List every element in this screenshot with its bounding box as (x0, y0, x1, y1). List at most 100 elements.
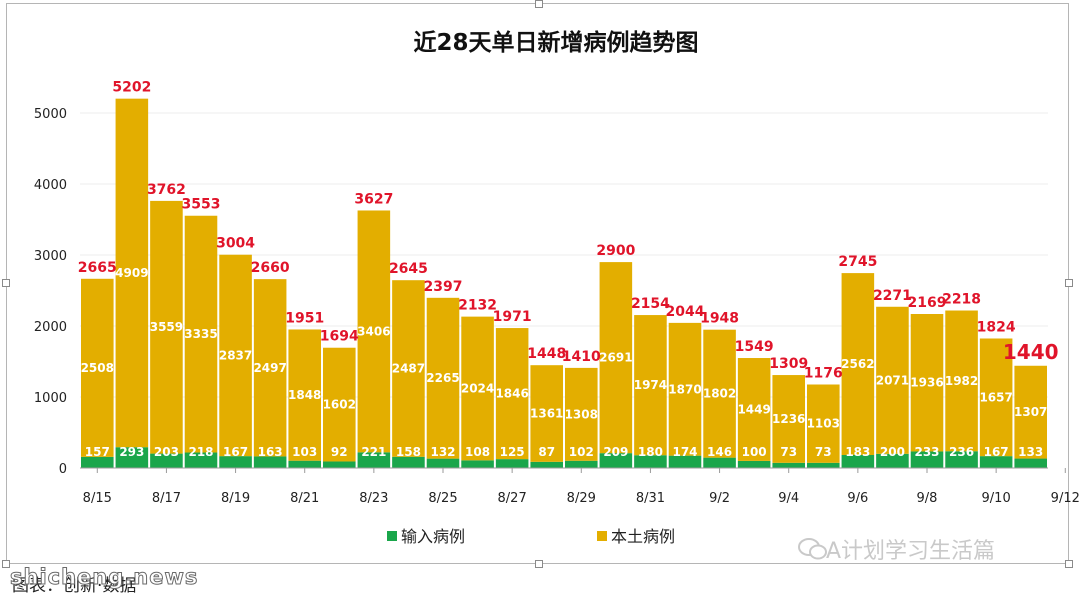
bar-local (807, 384, 840, 463)
bar-imported (323, 461, 356, 468)
y-tick-label: 0 (59, 462, 67, 477)
bar-local (737, 358, 771, 461)
y-tick-label: 5000 (34, 107, 67, 122)
data-label-imported: 73 (815, 445, 832, 459)
site-watermark: shicheng.news (9, 565, 199, 590)
data-label-imported: 103 (292, 445, 317, 459)
x-tick-label: 8/23 (359, 491, 388, 506)
data-label-local: 2487 (392, 361, 425, 375)
data-label-total: 1440 (1003, 340, 1059, 364)
data-label-total: 1309 (769, 356, 808, 372)
bar-local (530, 365, 563, 462)
x-tick-label: 8/31 (636, 491, 665, 506)
bar-imported (841, 455, 875, 468)
data-label-total: 2660 (251, 260, 290, 276)
bar-imported (530, 461, 563, 468)
data-labels: 157 2508 2665 293 4909 5202 203 3559 3762 218 3335… (78, 80, 1059, 459)
bar-imported (737, 460, 771, 468)
data-label-imported: 163 (258, 445, 283, 459)
bar-imported (184, 452, 218, 468)
data-label-imported: 125 (500, 445, 525, 459)
bar-imported (807, 462, 840, 468)
x-axis-ticks: 8/15 8/17 8/19 8/21 8/23 8/25 8/27 8/29 8/31 9/2 9… (83, 468, 1080, 506)
data-label-imported: 180 (638, 445, 663, 459)
data-label-imported: 146 (707, 445, 732, 459)
data-label-imported: 221 (361, 445, 386, 459)
resize-handle-bottom-right[interactable] (1065, 560, 1073, 568)
resize-handle-bottom-left[interactable] (2, 560, 10, 568)
data-label-imported: 132 (430, 445, 455, 459)
x-tick-label: 8/29 (567, 491, 596, 506)
x-tick-label: 8/27 (498, 491, 527, 506)
bar-imported (599, 453, 633, 468)
resize-handle-left[interactable] (2, 279, 10, 287)
bar-imported (1014, 458, 1047, 468)
data-label-local: 1103 (807, 417, 840, 431)
x-tick-label: 8/15 (83, 491, 112, 506)
data-label-local: 1802 (703, 387, 736, 401)
data-label-total: 1410 (562, 349, 601, 365)
bar-local (219, 254, 252, 457)
data-label-local: 2497 (253, 361, 286, 375)
data-label-total: 1448 (527, 346, 566, 362)
data-label-total: 2745 (838, 254, 877, 270)
bar-imported (357, 452, 391, 468)
x-tick-label: 9/12 (1051, 491, 1080, 506)
data-label-imported: 183 (845, 445, 870, 459)
data-label-local: 1307 (1014, 405, 1047, 419)
bar-local (910, 314, 944, 452)
bar-local (357, 210, 391, 453)
legend: 输入病例 本土病例 (387, 527, 675, 546)
bar-imported (150, 453, 183, 468)
resize-handle-bottom[interactable] (535, 560, 543, 568)
bar-imported (115, 447, 149, 468)
bar-local (841, 273, 875, 456)
data-label-imported: 73 (780, 445, 797, 459)
bar-imported (876, 453, 909, 468)
bar-local (945, 310, 978, 452)
bar-local (979, 338, 1013, 457)
data-label-imported: 157 (85, 445, 110, 459)
data-label-local: 1236 (772, 412, 805, 426)
watermark: A计划学习生活篇 (826, 539, 996, 564)
bar-imported (945, 451, 978, 468)
data-label-local: 1974 (634, 378, 667, 392)
data-label-local: 2837 (219, 348, 252, 362)
data-label-imported: 174 (672, 445, 697, 459)
data-label-total: 2645 (389, 261, 428, 277)
data-label-local: 2691 (599, 351, 632, 365)
resize-handle-right[interactable] (1065, 279, 1073, 287)
bar-local (772, 375, 805, 463)
data-label-local: 3335 (184, 327, 217, 341)
bar-local (253, 279, 287, 457)
data-label-imported: 293 (119, 445, 144, 459)
data-label-local: 1308 (565, 407, 598, 421)
data-label-total: 2271 (873, 288, 912, 304)
data-label-local: 2071 (876, 373, 909, 387)
data-label-total: 3627 (354, 191, 393, 207)
bar-local (703, 329, 736, 458)
bar-local (184, 215, 218, 453)
x-tick-label: 8/21 (290, 491, 319, 506)
data-label-total: 2900 (596, 243, 635, 259)
bar-local (115, 98, 149, 448)
data-label-imported: 236 (949, 445, 974, 459)
resize-handle-top[interactable] (535, 0, 543, 8)
data-label-local: 3406 (357, 324, 390, 338)
data-label-total: 1694 (320, 329, 359, 345)
y-tick-label: 4000 (34, 178, 67, 193)
legend-label: 本土病例 (611, 527, 675, 546)
data-label-imported: 200 (880, 445, 905, 459)
y-tick-label: 3000 (34, 249, 67, 264)
data-label-total: 3762 (147, 182, 186, 198)
bar-imported (565, 460, 598, 468)
data-label-imported: 158 (396, 445, 421, 459)
data-label-imported: 133 (1018, 445, 1043, 459)
bar-local (634, 315, 667, 456)
bar-local (288, 329, 321, 461)
bars (81, 98, 1047, 468)
bar-imported (979, 456, 1013, 468)
x-tick-label: 8/19 (221, 491, 250, 506)
chart-title: 近28天单日新增病例趋势图 (413, 29, 698, 56)
